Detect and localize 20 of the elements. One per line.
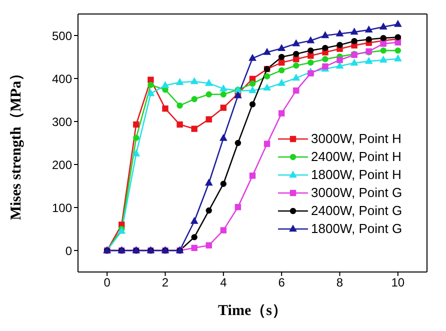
x-tick-label: 2 [162,276,169,290]
legend-label: 2400W, Point G [311,202,402,220]
x-axis-title: Time（s） [218,303,287,319]
y-tick-label: 400 [52,72,72,86]
y-tick-label: 500 [52,28,72,43]
legend-label: 1800W, Point G [311,220,402,238]
x-tick-label: 8 [336,276,344,290]
x-tick-label: 6 [278,276,286,290]
y-tick-label: 0 [65,244,72,258]
legend-label: 1800W, Point H [311,166,402,184]
legend-label: 3000W, Point H [311,130,402,148]
legend-label: 3000W, Point G [311,184,402,202]
y-axis-title: Mises strength（MPa） [8,66,24,220]
x-tick-label: 10 [391,276,405,290]
y-tick-label: 100 [52,200,72,215]
legend-label: 2400W, Point H [311,148,402,166]
y-tick-label: 200 [52,158,72,172]
y-tick-label: 300 [52,114,72,129]
x-tick-label: 0 [104,276,111,290]
x-tick-label: 4 [220,276,228,290]
